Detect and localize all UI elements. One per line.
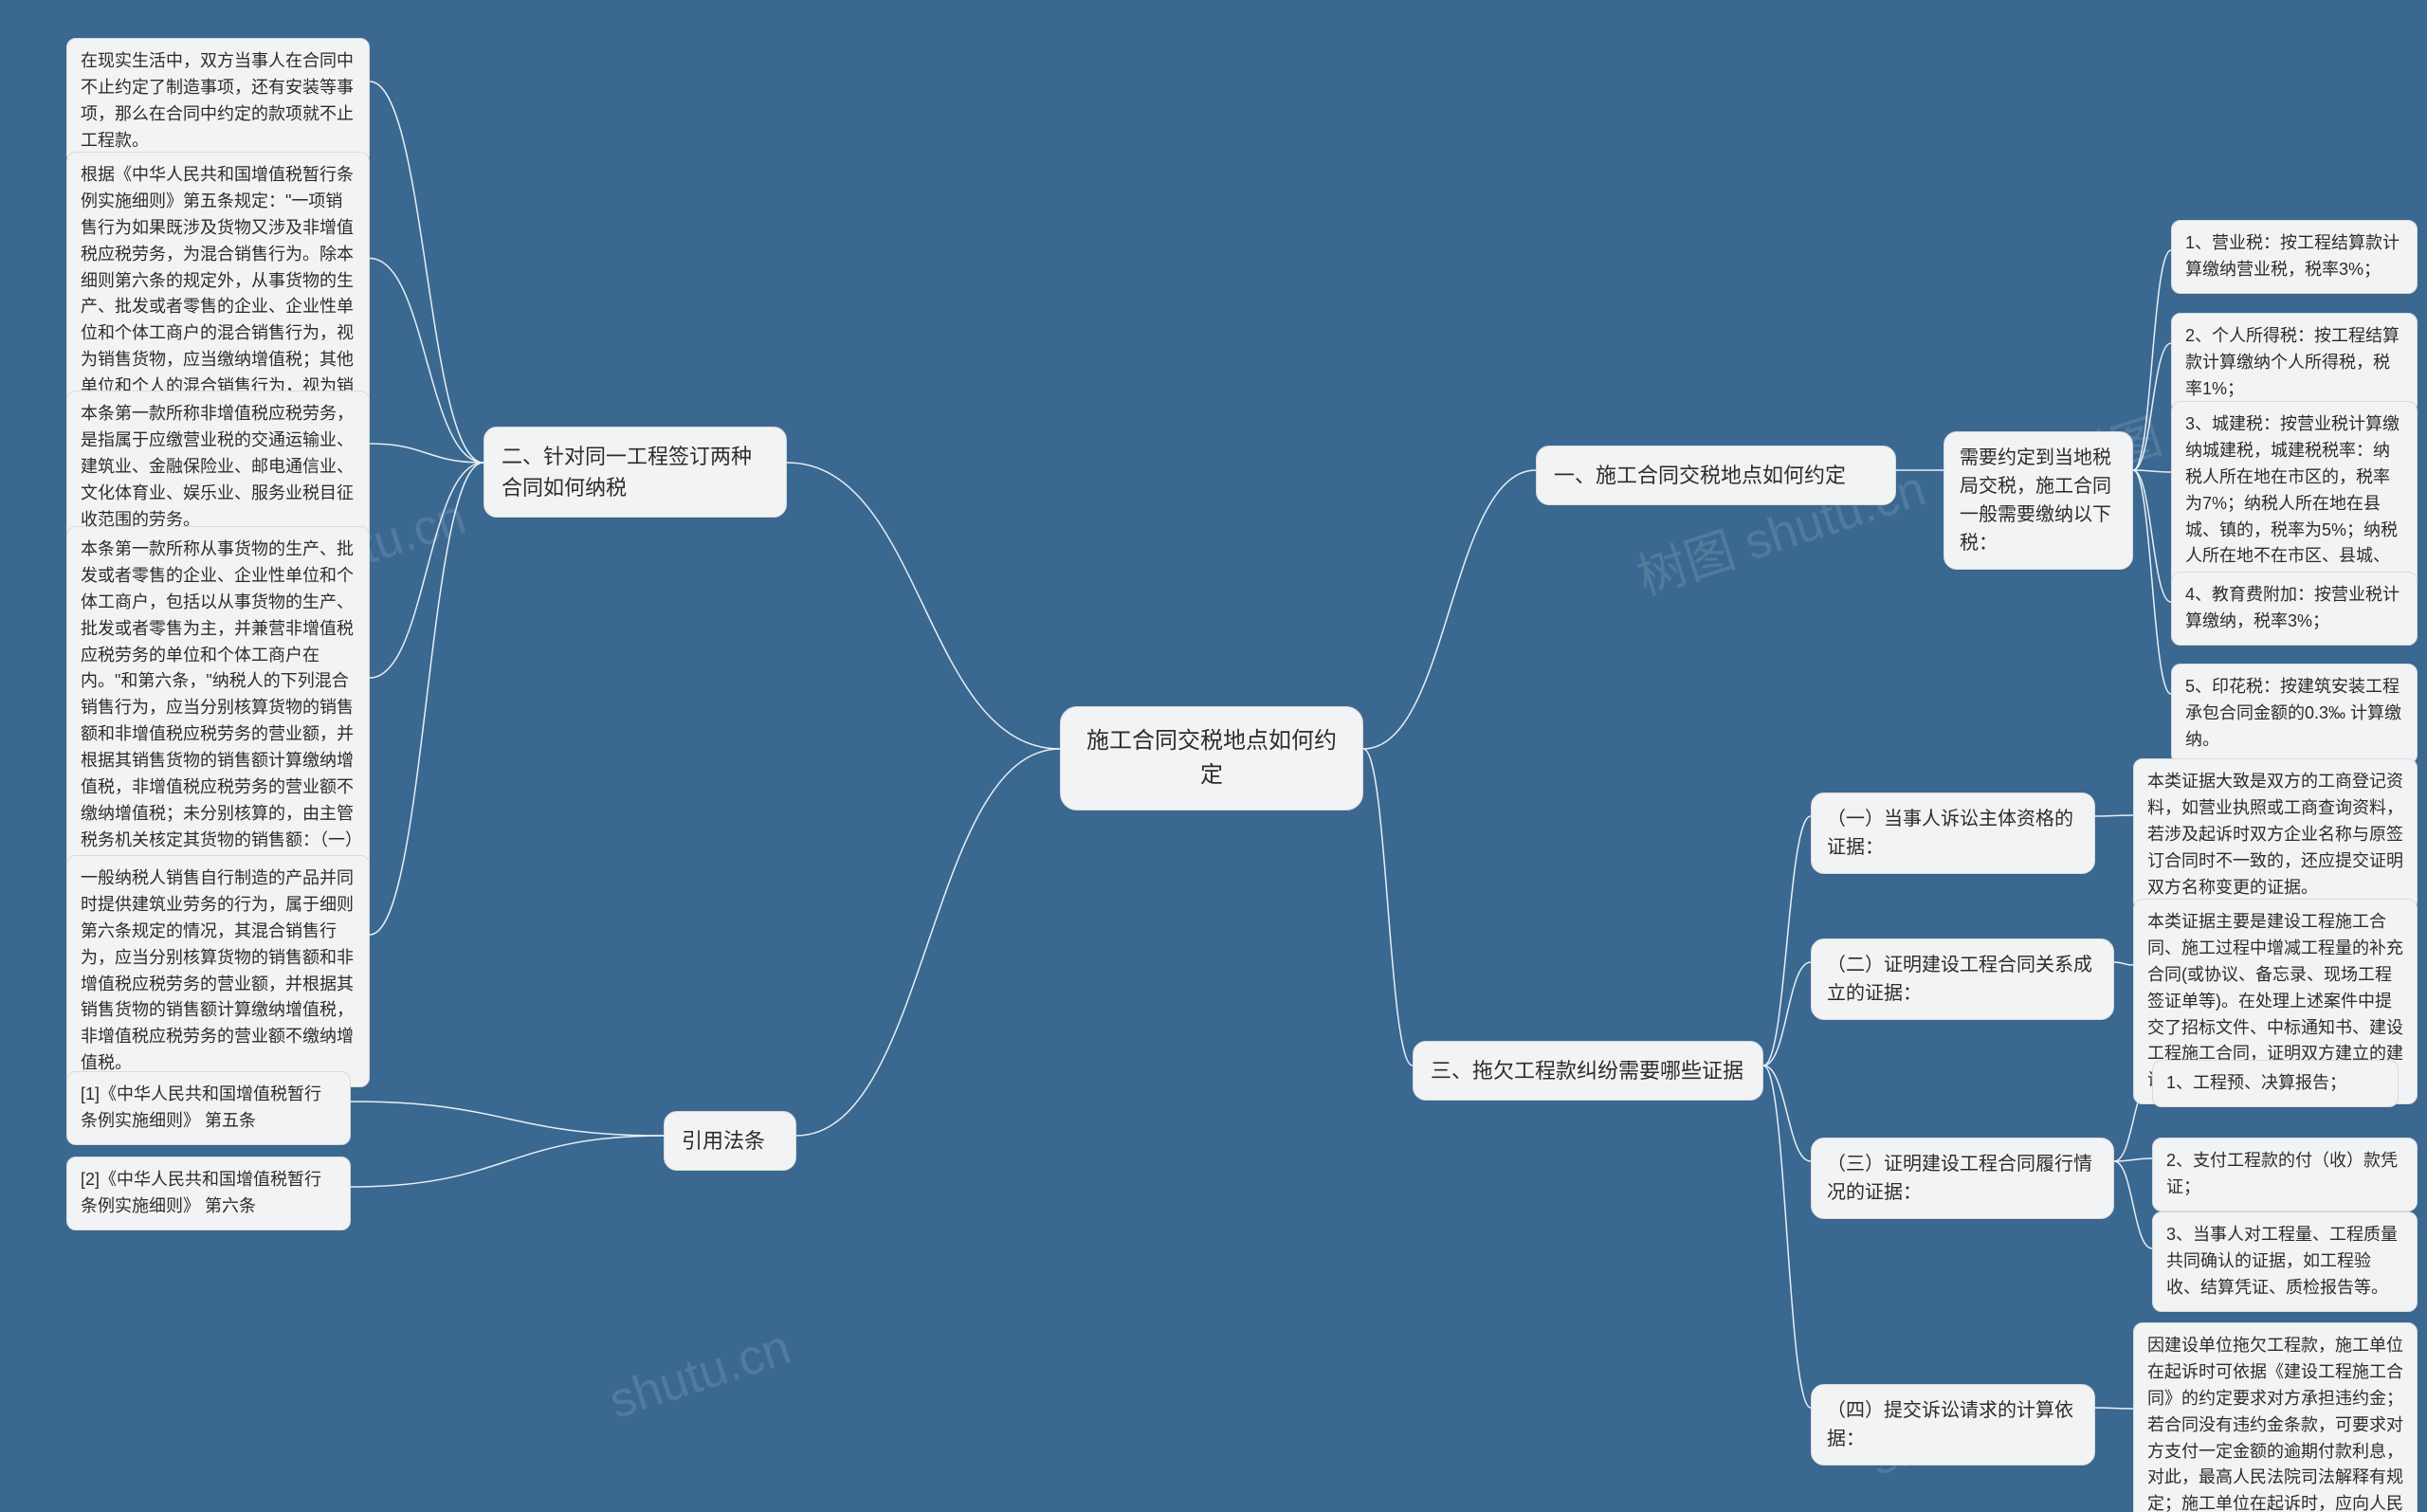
node-b3: 三、拖欠工程款纠纷需要哪些证据 xyxy=(1413,1041,1763,1101)
edge xyxy=(351,1136,664,1187)
node-b3s3l2: 2、支付工程款的付（收）款凭证； xyxy=(2152,1138,2418,1211)
node-b1l1: 1、营业税：按工程结算款计算缴纳营业税，税率3%； xyxy=(2171,220,2418,294)
node-b1n: 需要约定到当地税局交税，施工合同一般需要缴纳以下税： xyxy=(1943,431,2133,570)
edge xyxy=(2114,1161,2152,1248)
node-b3s1: （一）当事人诉讼主体资格的证据： xyxy=(1811,792,2095,874)
node-b1l4: 4、教育费附加：按营业税计算缴纳，税率3%； xyxy=(2171,572,2418,646)
edge xyxy=(1763,962,1811,1066)
node-root: 施工合同交税地点如何约定 xyxy=(1060,706,1363,811)
edge xyxy=(787,463,1060,749)
edge xyxy=(2095,1408,2133,1409)
edge xyxy=(370,259,484,464)
edge xyxy=(2114,962,2133,965)
edge xyxy=(2133,250,2171,470)
node-b2l5: 一般纳税人销售自行制造的产品并同时提供建筑业劳务的行为，属于细则第六条规定的情况… xyxy=(66,855,370,1087)
node-b4: 引用法条 xyxy=(664,1111,796,1171)
edge xyxy=(2095,815,2133,816)
edge xyxy=(1763,1066,1811,1161)
edge xyxy=(370,463,484,678)
edge xyxy=(1363,749,1413,1066)
node-b3s1l: 本类证据大致是双方的工商登记资料，如营业执照或工商查询资料，若涉及起诉时双方企业… xyxy=(2133,758,2418,911)
node-b3s3l3: 3、当事人对工程量、工程质量共同确认的证据，如工程验收、结算凭证、质检报告等。 xyxy=(2152,1211,2418,1312)
node-b1l5: 5、印花税：按建筑安装工程承包合同金额的0.3‰ 计算缴纳。 xyxy=(2171,664,2418,764)
edge xyxy=(2114,1158,2152,1161)
node-b1l2: 2、个人所得税：按工程结算款计算缴纳个人所得税，税率1%； xyxy=(2171,313,2418,413)
edge xyxy=(2133,470,2171,602)
edge xyxy=(2133,470,2171,694)
node-b3s2: （二）证明建设工程合同关系成立的证据： xyxy=(1811,938,2114,1020)
node-b2: 二、针对同一工程签订两种合同如何纳税 xyxy=(484,427,787,518)
node-b2l3: 本条第一款所称非增值税应税劳务，是指属于应缴营业税的交通运输业、建筑业、金融保险… xyxy=(66,391,370,543)
node-b4l1: [1]《中华人民共和国增值税暂行条例实施细则》 第五条 xyxy=(66,1071,351,1145)
edge xyxy=(1763,816,1811,1066)
edge xyxy=(2133,470,2171,472)
edge xyxy=(2133,343,2171,470)
edge xyxy=(351,1102,664,1136)
edge xyxy=(370,463,484,935)
node-b3s3: （三）证明建设工程合同履行情况的证据： xyxy=(1811,1138,2114,1219)
edge xyxy=(370,82,484,463)
node-b3s4: （四）提交诉讼请求的计算依据： xyxy=(1811,1384,2095,1466)
edge xyxy=(370,444,484,463)
edge xyxy=(1763,1066,1811,1408)
node-b1: 一、施工合同交税地点如何约定 xyxy=(1536,446,1896,505)
node-b4l2: [2]《中华人民共和国增值税暂行条例实施细则》 第六条 xyxy=(66,1157,351,1230)
watermark: shutu.cn xyxy=(603,1319,797,1430)
node-b3s3l1: 1、工程预、决算报告； xyxy=(2152,1060,2399,1107)
edge xyxy=(796,749,1060,1136)
node-b3s4l: 因建设单位拖欠工程款，施工单位在起诉时可依据《建设工程施工合同》的约定要求对方承… xyxy=(2133,1322,2418,1512)
node-b2l1: 在现实生活中，双方当事人在合同中不止约定了制造事项，还有安装等事项，那么在合同中… xyxy=(66,38,370,165)
edge xyxy=(1363,470,1536,749)
